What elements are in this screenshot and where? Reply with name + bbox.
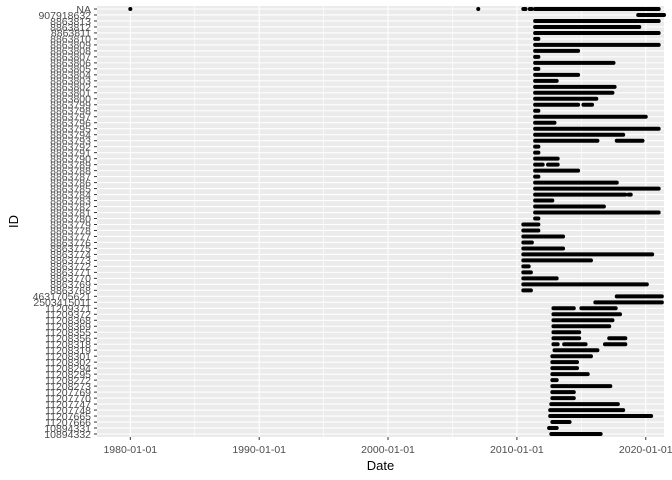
y-tick-label: 8863779 — [50, 219, 91, 231]
y-tick-label: 11208301 — [45, 351, 91, 363]
y-tick-label: 8863797 — [50, 112, 91, 124]
y-tick-label: 8863773 — [50, 255, 91, 267]
y-tick-label: 8863782 — [50, 201, 91, 213]
y-tick-label: 11208319 — [45, 345, 91, 357]
y-tick-label: 11207770 — [45, 393, 91, 405]
y-tick-label: 8863788 — [50, 165, 91, 177]
y-tick-label: 8863804 — [50, 70, 91, 82]
y-tick-label: 8863798 — [50, 106, 91, 118]
y-tick-label: 907918632 — [38, 10, 91, 22]
y-tick-label: 8863770 — [50, 273, 91, 285]
y-tick-label: 11208295 — [45, 369, 91, 381]
plot-panel — [97, 6, 664, 437]
y-tick-label: 11208369 — [45, 321, 91, 333]
y-tick-label: 8863813 — [50, 16, 91, 28]
y-tick-label: 8863795 — [50, 124, 91, 136]
y-tick-label: 8863781 — [50, 207, 91, 219]
y-tick-label: 8863796 — [50, 118, 91, 130]
x-tick-label: 2020-01-01 — [619, 444, 672, 456]
x-axis-ticks: 1980-01-01 1990-01-01 2000-01-01 2010-01-01… — [103, 437, 672, 456]
y-tick-label: 11207665 — [45, 411, 91, 423]
y-tick-label: 8863810 — [50, 34, 91, 46]
y-tick-label: 10894331 — [44, 423, 91, 435]
y-tick-label: 11208318 — [45, 339, 91, 351]
y-axis-title: ID — [6, 215, 21, 228]
y-tick-label: 8863769 — [50, 279, 91, 291]
y-tick-label: 8863803 — [50, 76, 91, 88]
data-point — [128, 6, 133, 11]
y-tick-label: 8863787 — [50, 171, 91, 183]
x-tick-label: 2000-01-01 — [361, 444, 415, 456]
y-tick-label: 8863777 — [50, 231, 91, 243]
y-tick-label: 11207769 — [45, 387, 91, 399]
y-tick-label: 11207666 — [45, 417, 91, 429]
y-tick-label: 8863811 — [51, 28, 91, 40]
y-tick-label: 8863801 — [50, 88, 91, 100]
y-tick-label: 8863785 — [50, 183, 91, 195]
y-tick-label: 10894332 — [44, 429, 91, 441]
y-tick-label: 8863783 — [50, 195, 91, 207]
y-tick-label: 2503415011 — [33, 297, 91, 309]
y-tick-label: 8863812 — [50, 22, 91, 34]
y-tick-label: 8863806 — [50, 58, 91, 70]
y-tick-label: 8863799 — [50, 100, 91, 112]
y-tick-label: 11208368 — [45, 315, 91, 327]
y-tick-label: 8863789 — [50, 159, 91, 171]
y-tick-label: 8863794 — [50, 130, 91, 142]
y-tick-label: 11208294 — [45, 363, 91, 375]
y-tick-label: 11207748 — [45, 405, 91, 417]
y-tick-label: 8863772 — [50, 261, 91, 273]
y-tick-label: 8863786 — [50, 177, 91, 189]
y-tick-label: 8863792 — [50, 141, 91, 153]
x-tick-label: 2010-01-01 — [490, 444, 544, 456]
minor-gridlines — [194, 6, 582, 437]
x-axis-title: Date — [367, 458, 394, 473]
y-tick-label: 11208355 — [45, 327, 91, 339]
y-tick-label: 11208273 — [45, 381, 91, 393]
y-tick-label: 8863790 — [50, 153, 91, 165]
y-tick-label: 4631705621 — [33, 291, 92, 303]
y-tick-label: 8863808 — [50, 46, 91, 58]
y-tick-label: 8863771 — [50, 267, 91, 279]
y-tick-label: 11207747 — [45, 399, 91, 411]
y-tick-label: 8863776 — [50, 237, 91, 249]
y-tick-label: 8863791 — [50, 147, 91, 159]
x-tick-label: 1980-01-01 — [103, 444, 157, 456]
y-tick-label: NA — [76, 4, 91, 16]
y-tick-label: 8863793 — [50, 135, 91, 147]
y-axis-ticks: 1089433210894331112076661120766511207748… — [33, 4, 97, 441]
y-tick-label: 8863775 — [50, 243, 91, 255]
y-tick-label: 8863778 — [50, 225, 91, 237]
data-points — [128, 6, 666, 437]
y-tick-label: 8863800 — [50, 94, 91, 106]
data-point — [476, 6, 481, 11]
y-tick-label: 8863784 — [50, 189, 91, 201]
y-tick-label: 11208302 — [45, 357, 91, 369]
y-tick-label: 8863805 — [50, 64, 91, 76]
y-tick-label: 8863809 — [50, 40, 91, 52]
y-tick-label: 11209371 — [45, 303, 91, 315]
x-tick-label: 1990-01-01 — [232, 444, 286, 456]
y-tick-label: 8863768 — [50, 285, 91, 297]
y-tick-label: 11208272 — [45, 375, 91, 387]
y-tick-label: 8863802 — [50, 82, 91, 94]
y-tick-label: 8863780 — [50, 213, 91, 225]
y-tick-label: 8863807 — [50, 52, 91, 64]
y-tick-label: 8863774 — [50, 249, 91, 261]
y-tick-label: 11209372 — [45, 309, 91, 321]
y-tick-label: 11208356 — [45, 333, 91, 345]
